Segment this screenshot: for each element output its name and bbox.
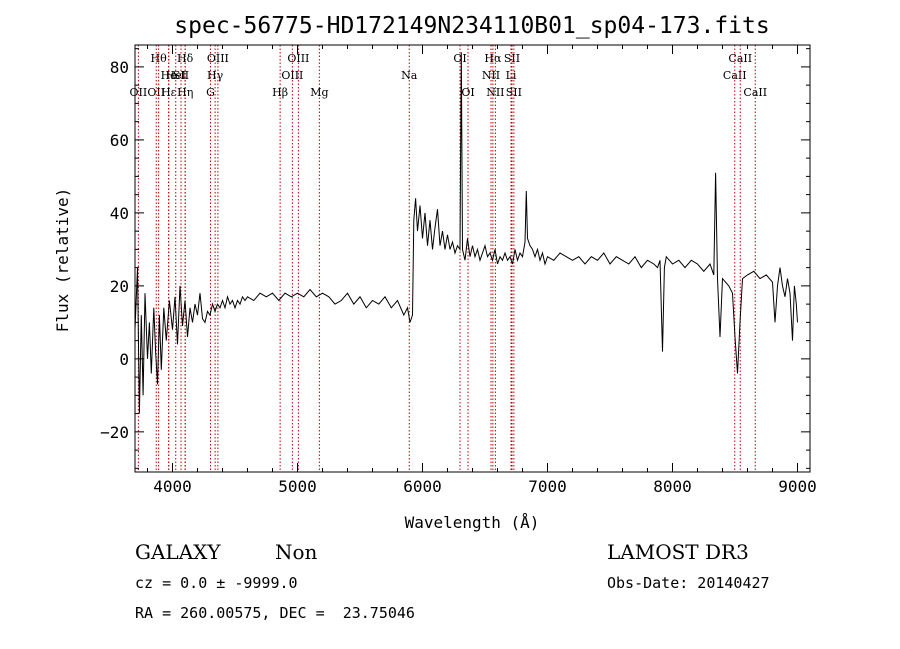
spectral-line-label: SII [504, 52, 520, 65]
subclass-label: Non [275, 540, 318, 564]
spectral-line-label: Hε [161, 86, 177, 99]
flux-line [134, 52, 798, 414]
spectral-line-label: CaII [728, 52, 752, 65]
spectral-line-label: NII [486, 86, 504, 99]
spectral-line-label: G [206, 86, 215, 99]
class-label: GALAXY [135, 540, 221, 564]
spectral-line-label: SII [173, 69, 189, 82]
survey-label: LAMOST DR3 [607, 540, 749, 564]
x-tick-label: 6000 [403, 477, 442, 496]
spectral-line-label: Hγ [207, 69, 224, 82]
redshift-text: cz = 0.0 ± -9999.0 [135, 574, 298, 592]
spectrum-chart: spec-56775-HD172149N234110B01_sp04-173.f… [53, 13, 817, 532]
y-axis-label: Flux (relative) [53, 188, 72, 333]
spectral-line-label: Hβ [272, 86, 288, 99]
spectral-line-label: SII [506, 86, 522, 99]
spectral-line-label: Hδ [177, 52, 194, 65]
spectral-line-label: HeI [166, 69, 186, 82]
x-tick-label: 4000 [153, 477, 192, 496]
spectral-line-label: CaII [743, 86, 767, 99]
spectral-line-label: Hθ [151, 52, 168, 65]
spectral-line-label: OIII [207, 52, 229, 65]
spectral-line-label: Hη [177, 86, 193, 99]
y-tick-label: 60 [110, 131, 129, 150]
x-tick-label: 8000 [653, 477, 692, 496]
spectral-line-label: He [161, 69, 177, 82]
x-axis-label: Wavelength (Å) [405, 513, 540, 532]
axes: 4000 5000 6000 7000 8000 9000 −20 0 20 40 60 80 [100, 45, 817, 496]
spectral-line-label: Mg [310, 86, 328, 99]
spectral-line-label: OIII [287, 52, 309, 65]
spectral-line-label: OI [461, 86, 474, 99]
x-tick-label: 9000 [778, 477, 817, 496]
y-tick-label: 40 [110, 204, 129, 223]
coordinates-text: RA = 260.00575, DEC = 23.75046 [135, 604, 415, 622]
plot-frame [134, 44, 811, 473]
spectral-line-label: CaII [723, 69, 747, 82]
y-tick-label: −20 [100, 423, 129, 442]
spectral-line-label: Hα [484, 52, 502, 65]
y-tick-label: 0 [119, 350, 129, 369]
spectral-line-label: OII [147, 86, 165, 99]
x-tick-label: 5000 [278, 477, 317, 496]
spectral-line-label: Na [401, 69, 418, 82]
x-tick-label: 7000 [528, 477, 567, 496]
spectral-line-label: OIII [281, 69, 303, 82]
y-tick-label: 80 [110, 58, 129, 77]
y-tick-label: 20 [110, 277, 129, 296]
chart-title: spec-56775-HD172149N234110B01_sp04-173.f… [174, 13, 769, 39]
spectral-line-label: OII [130, 86, 148, 99]
obs-date-text: Obs-Date: 20140427 [607, 574, 770, 592]
spectral-line-label: Li [506, 69, 517, 82]
spectral-line-label: NII [482, 69, 500, 82]
spectral-line-label: OI [453, 52, 466, 65]
spectral-line-markers: OII OIIHθHeHεHeISIIHηHδGHγOIIIHβOIIIOIIIM… [130, 45, 767, 472]
